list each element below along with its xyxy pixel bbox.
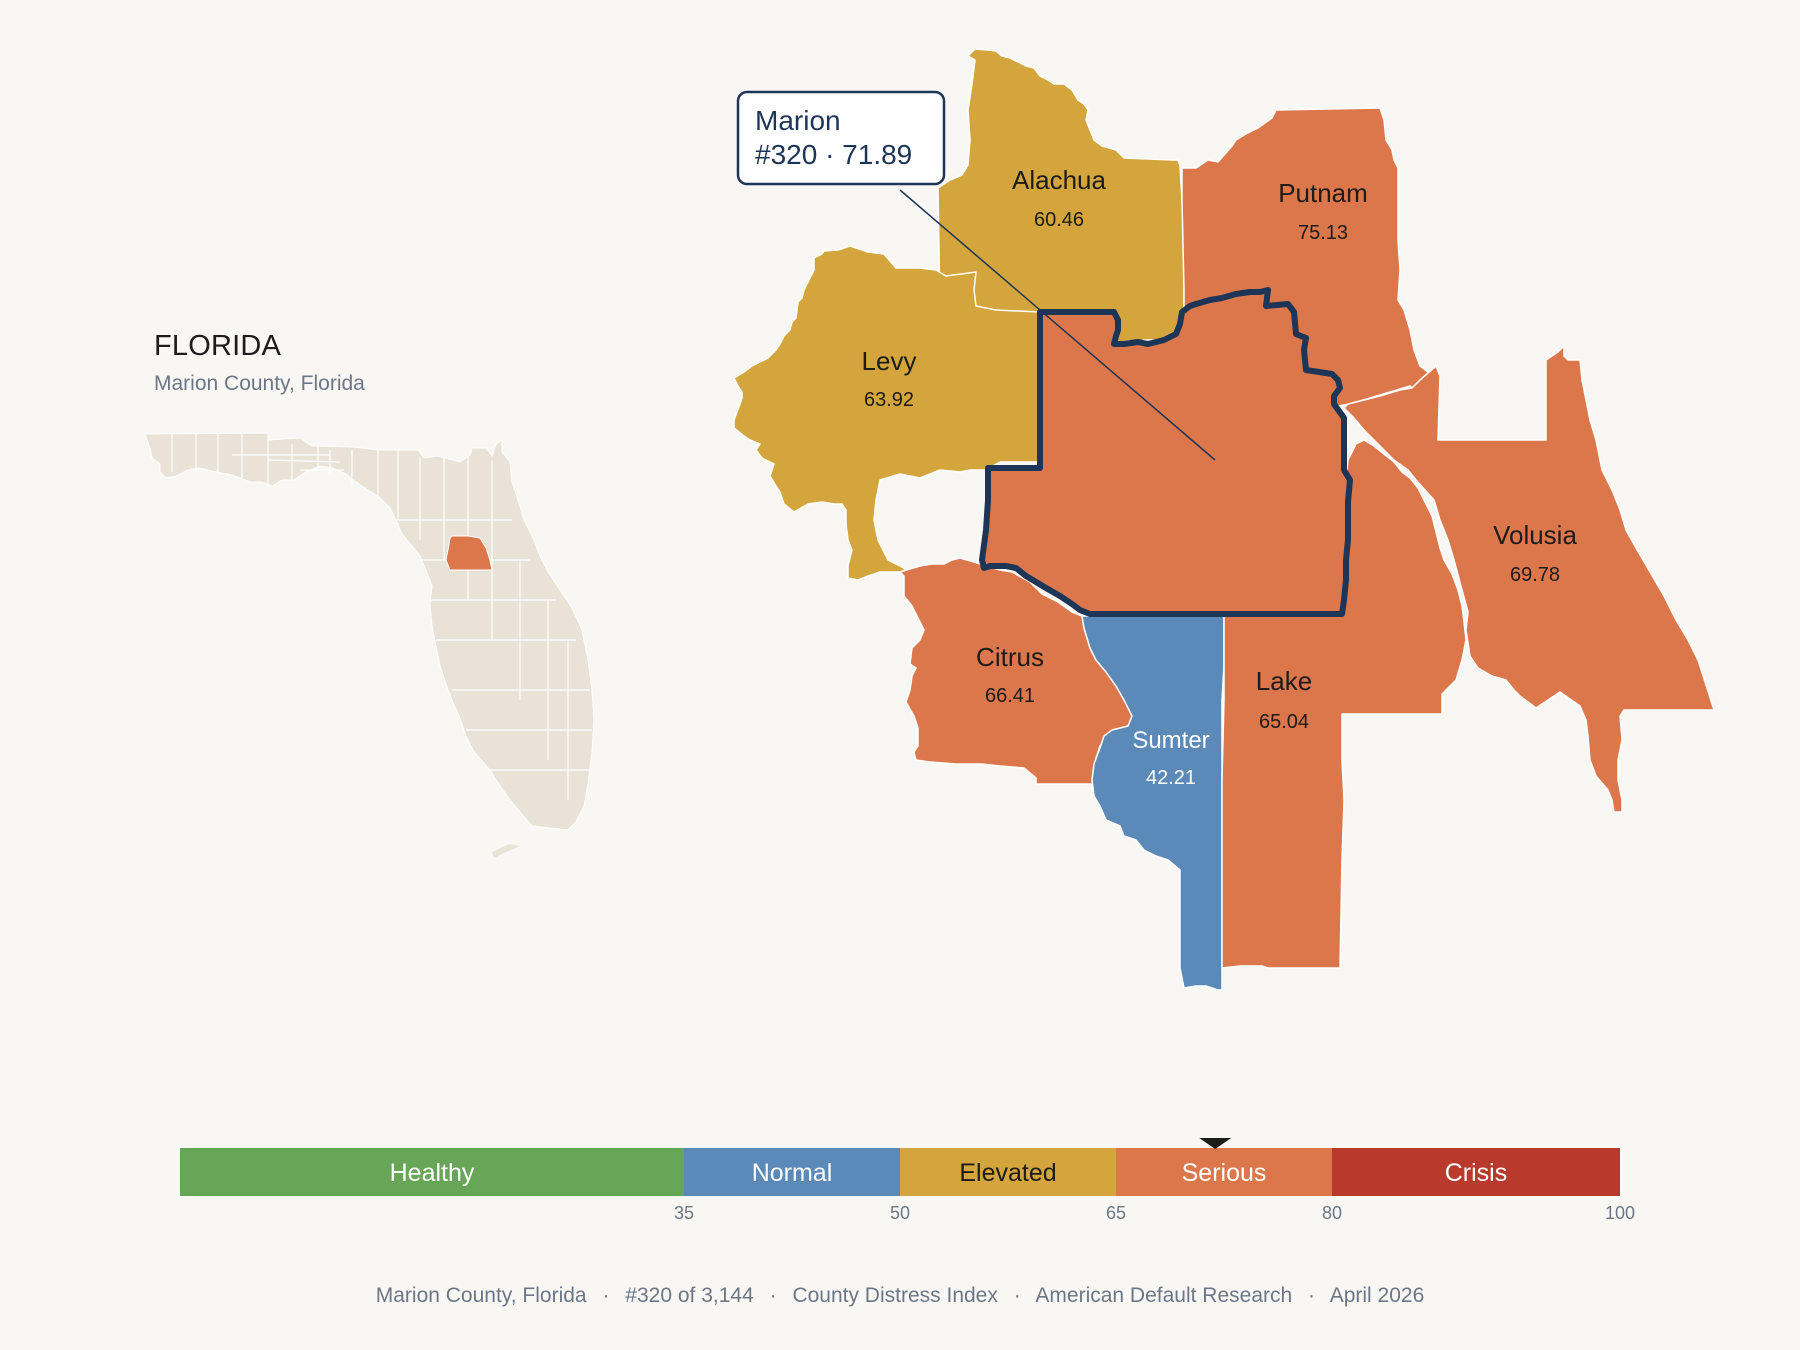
- county-map: [733, 48, 1715, 991]
- legend: Healthy Normal Elevated Serious Crisis 35 50 65…: [180, 1138, 1635, 1223]
- callout-detail: #320 · 71.89: [755, 139, 912, 170]
- footer-rank: #320 of 3,144: [625, 1284, 754, 1307]
- footer-separator: ·: [1013, 1284, 1021, 1307]
- county-label-lake: Lake: [1256, 666, 1312, 696]
- marion-callout: Marion #320 · 71.89: [736, 90, 946, 186]
- county-label-citrus: Citrus: [976, 642, 1044, 672]
- county-score-volusia: 69.78: [1510, 564, 1560, 586]
- county-score-sumter: 42.21: [1146, 767, 1196, 789]
- county-label-putnam: Putnam: [1278, 178, 1368, 208]
- legend-tick-label: 100: [1605, 1203, 1635, 1223]
- legend-label-elevated: Elevated: [959, 1159, 1056, 1187]
- legend-segment-normal: [684, 1148, 900, 1196]
- footer: Marion County, Florida · #320 of 3,144 ·…: [0, 1284, 1800, 1308]
- callout-box: [736, 90, 946, 186]
- inset-marion-highlight: [445, 535, 493, 571]
- legend-tick-label: 35: [674, 1203, 694, 1223]
- county-labels: Alachua 60.46 Putnam 75.13 Levy 63.92 Vo…: [862, 165, 1578, 789]
- footer-separator: ·: [1308, 1284, 1316, 1307]
- florida-state-shape: [144, 432, 595, 831]
- legend-segment-crisis: [1332, 1148, 1620, 1196]
- county-score-alachua: 60.46: [1034, 209, 1084, 231]
- legend-label-normal: Normal: [752, 1159, 833, 1187]
- florida-keys: [492, 844, 520, 858]
- state-subtitle: Marion County, Florida: [154, 372, 365, 395]
- legend-marker-icon: [1199, 1138, 1232, 1149]
- legend-label-crisis: Crisis: [1445, 1159, 1508, 1187]
- legend-segment-serious: [1116, 1148, 1332, 1196]
- legend-segment-healthy: [180, 1148, 684, 1196]
- legend-label-healthy: Healthy: [390, 1159, 475, 1187]
- county-label-alachua: Alachua: [1012, 165, 1106, 195]
- footer-index: County Distress Index: [792, 1284, 998, 1307]
- florida-inset-map: [144, 432, 595, 858]
- legend-label-serious: Serious: [1182, 1159, 1267, 1187]
- callout-name: Marion: [755, 105, 841, 136]
- footer-date: April 2026: [1329, 1284, 1425, 1307]
- county-label-volusia: Volusia: [1493, 520, 1577, 550]
- county-score-levy: 63.92: [864, 389, 914, 411]
- legend-tick-label: 50: [890, 1203, 910, 1223]
- county-label-sumter: Sumter: [1132, 727, 1209, 754]
- county-label-levy: Levy: [862, 346, 917, 376]
- legend-tick-label: 80: [1322, 1203, 1342, 1223]
- county-score-citrus: 66.41: [985, 685, 1035, 707]
- footer-separator: ·: [602, 1284, 610, 1307]
- legend-tick-label: 65: [1106, 1203, 1126, 1223]
- marion-highlight-outline: [979, 287, 1353, 617]
- county-score-putnam: 75.13: [1298, 222, 1348, 244]
- footer-source: American Default Research: [1035, 1284, 1293, 1307]
- state-title: FLORIDA: [154, 330, 282, 362]
- county-volusia[interactable]: [1343, 345, 1715, 813]
- county-score-lake: 65.04: [1259, 711, 1309, 733]
- callout-leader-line: [899, 189, 1216, 461]
- legend-segment-elevated: [900, 1148, 1116, 1196]
- footer-location: Marion County, Florida: [375, 1284, 587, 1307]
- footer-separator: ·: [769, 1284, 777, 1307]
